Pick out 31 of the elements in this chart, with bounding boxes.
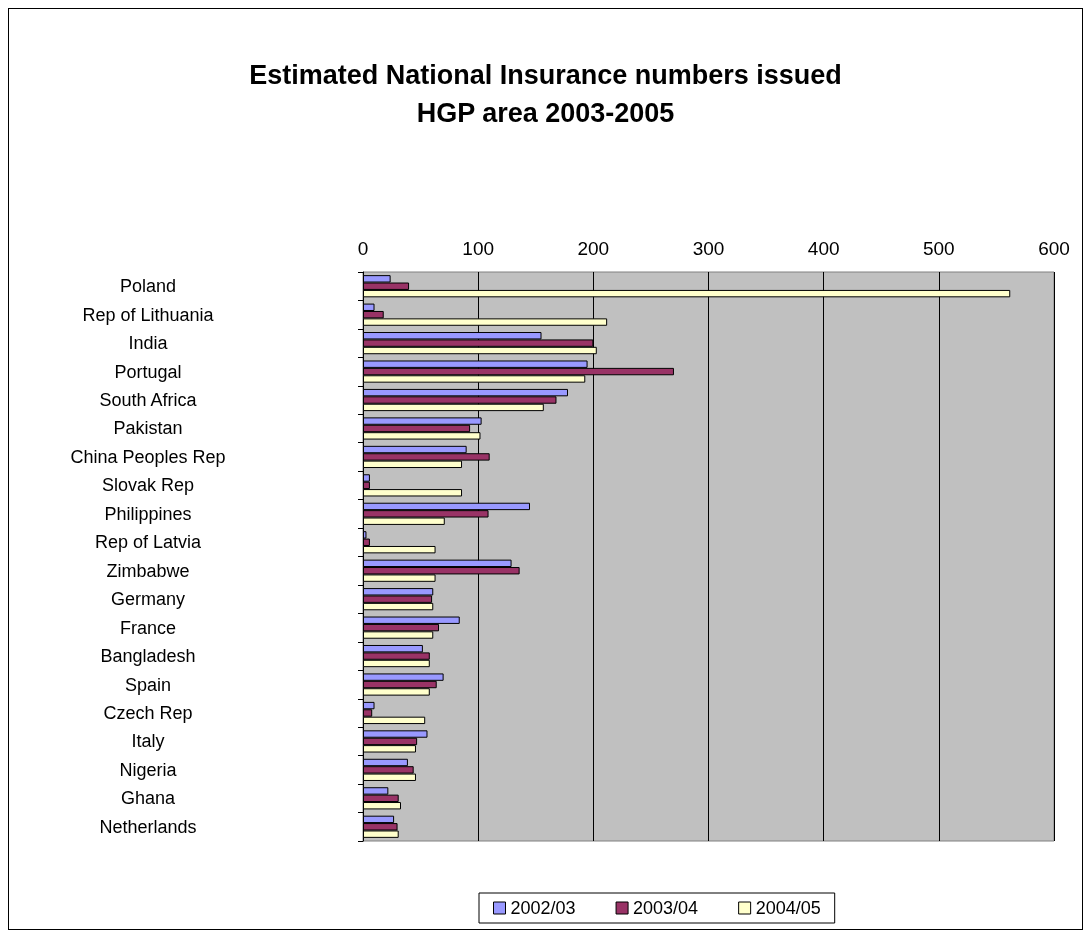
y-tick-label: Netherlands	[99, 816, 197, 837]
y-tick-label: Germany	[110, 589, 186, 610]
x-tick-label: 300	[692, 238, 725, 259]
legend-label: 2004/05	[755, 898, 821, 918]
y-tick-label: Poland	[119, 276, 177, 297]
y-tick-label: South Africa	[99, 390, 198, 411]
y-tick-label: Portugal	[114, 361, 182, 382]
y-tick-label: Czech Rep	[103, 702, 193, 723]
x-tick-label: 400	[807, 238, 840, 259]
y-tick-label: Rep of Lithuania	[82, 304, 215, 325]
x-tick-label: 600	[1038, 238, 1070, 259]
y-tick-label: Nigeria	[119, 759, 178, 780]
y-tick-label: Ghana	[120, 788, 177, 809]
x-tick-label: 200	[577, 238, 610, 259]
x-tick-label: 500	[922, 238, 955, 259]
y-tick-label: Pakistan	[113, 418, 183, 439]
y-tick-label: Slovak Rep	[101, 475, 195, 496]
y-tick-label: Philippines	[104, 503, 192, 524]
y-tick-label: Bangladesh	[100, 646, 196, 667]
y-tick-label: Spain	[124, 674, 172, 695]
x-tick-label: 100	[462, 238, 495, 259]
y-tick-label: Zimbabwe	[106, 560, 190, 581]
legend-label: 2002/03	[510, 898, 576, 918]
chart-title: Estimated National Insurance numbers issued HGP area 2003-2005	[249, 60, 842, 128]
y-tick-label: France	[119, 617, 177, 638]
legend-label: 2003/04	[633, 898, 699, 918]
y-tick-label: Italy	[131, 731, 165, 752]
y-tick-label: India	[128, 333, 169, 354]
x-tick-label: 0	[357, 238, 369, 259]
y-tick-label: Rep of Latvia	[94, 532, 203, 553]
y-tick-label: China Peoples Rep	[70, 446, 226, 467]
